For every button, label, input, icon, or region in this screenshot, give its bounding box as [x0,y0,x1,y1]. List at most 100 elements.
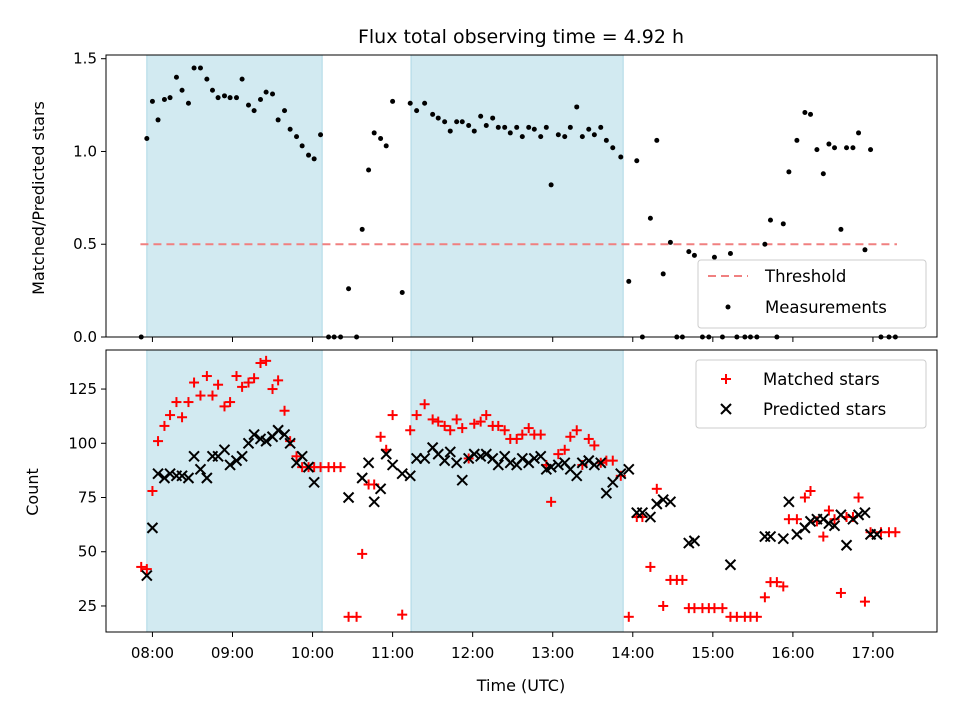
matched-star-point [147,486,158,496]
legend-predicted-label: Predicted stars [763,400,886,419]
matched-star-point [357,548,368,559]
measurement-point [471,128,477,134]
matched-star-point [546,496,557,507]
matched-star-point [457,423,468,434]
observing-period-2 [410,349,624,633]
predicted-star-point [386,459,399,471]
matched-star-point [261,355,272,366]
measurement-point [780,221,786,227]
matched-star-point [517,429,528,440]
predicted-star-point [342,491,355,504]
predicted-star-point [248,428,260,441]
measurement-point [430,111,436,117]
predicted-star-point [176,470,188,482]
matched-star-point [835,587,846,598]
y-tick-label: 0.5 [73,235,97,253]
ratio-panel-frame [105,54,938,338]
matched-star-point [397,609,408,620]
measurement-point [691,252,697,258]
measurement-point [483,123,489,128]
matched-star-point [411,410,422,421]
count-panel-y-axis-label: Count [23,468,42,516]
predicted-star-point [236,450,248,462]
predicted-star-point [194,463,207,476]
predicted-star-point [840,539,853,551]
predicted-star-point [141,569,153,582]
measurement-point [826,141,832,147]
matched-star-point [717,603,728,614]
measurement-point [173,74,179,80]
predicted-star-point [302,461,315,473]
legend-matched-label: Matched stars [763,370,880,389]
legend-x-marker [720,403,732,415]
measurement-point [660,271,666,277]
matched-star-point [195,390,206,401]
measurement-point [371,130,377,136]
predicted-star-point [764,530,777,543]
matched-star-point [607,455,618,466]
measurement-point [586,126,592,132]
measurement-point [531,126,537,132]
predicted-star-point [657,493,669,506]
predicted-star-point [828,520,841,532]
measurement-point [287,126,293,132]
predicted-star-point [444,446,456,458]
measurement-point [814,147,820,153]
predicted-star-point [644,511,657,523]
measurement-point [562,134,568,140]
predicted-star-point [374,483,387,495]
measurement-point [390,98,396,104]
y-tick-label: 25 [78,597,97,615]
predicted-star-point [456,474,468,486]
measurement-point [711,254,717,260]
matched-star-point [279,405,290,416]
measurement-point [161,97,167,103]
measurement-point [459,119,465,125]
matched-star-point [183,397,194,408]
measurement-point [263,89,269,95]
matched-star-point [890,527,901,538]
matched-star-point [589,440,600,451]
predicted-star-point [450,457,463,469]
predicted-star-point [146,522,159,534]
matched-star-point [535,429,546,440]
measurement-point [294,134,300,140]
x-tick-label: 09:00 [211,644,254,662]
matched-star-point [273,375,284,386]
measurement-point [767,217,773,223]
measurement-point [258,97,264,103]
measurement-point [610,145,616,151]
ratio-panel-y-axis-label: Matched/Predicted stars [29,101,48,295]
predicted-star-point [278,428,291,441]
matched-star-point [335,462,346,473]
chart-title: Flux total observing time = 4.92 h [358,26,684,48]
measurement-point [786,169,792,175]
x-tick-label: 16:00 [771,644,814,662]
predicted-star-point [607,476,619,489]
measurement-point [378,135,384,141]
measurement-point [844,145,850,151]
matched-star-point [231,371,242,382]
predicted-star-point [516,452,529,465]
predicted-star-point [438,454,451,467]
predicted-star-point [368,496,380,508]
matched-star-point [481,410,492,421]
measurement-point [567,124,573,130]
predicted-star-point [356,472,368,484]
predicted-star-point [218,444,231,456]
measurement-point [591,132,597,138]
matched-star-point [658,600,669,611]
matched-star-point [571,425,582,436]
matched-star-point [469,418,480,429]
predicted-star-point [588,459,601,471]
matched-star-point [565,431,576,442]
measurement-point [414,108,420,114]
measurement-point [209,87,215,93]
matched-star-point [778,581,789,592]
measurement-point [215,95,221,101]
measurement-point [555,132,561,138]
y-tick-label: 0.0 [73,328,97,346]
predicted-star-point [852,509,865,521]
measurement-point [618,154,624,160]
measurement-point [490,115,496,121]
